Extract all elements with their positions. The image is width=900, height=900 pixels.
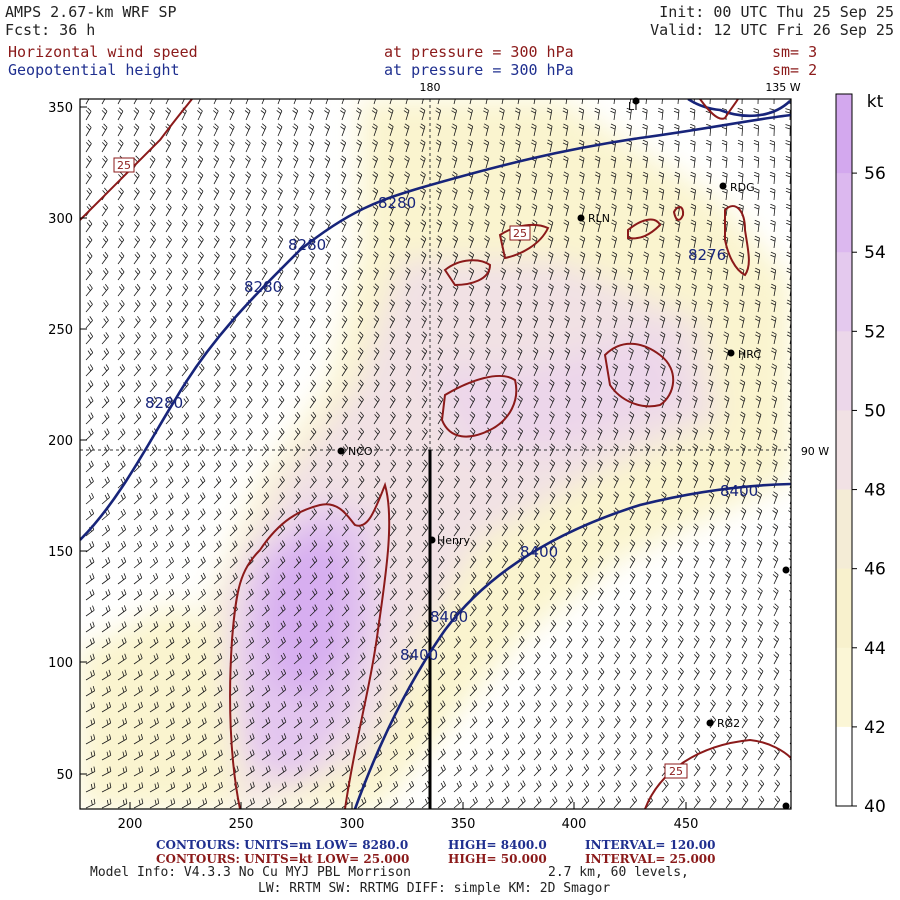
colorbar-tick-label: 54 — [864, 243, 886, 263]
graticule — [80, 99, 791, 451]
colorbar-swatch — [836, 252, 852, 332]
colorbar-swatch — [836, 410, 852, 491]
height-contour-labels: 8280 8280 8280 8280 8400 8400 8400 8400 … — [145, 194, 758, 664]
footer-contours1-high: HIGH= 8400.0 — [448, 838, 547, 852]
x-tick-label: 350 — [451, 817, 476, 832]
station-label: RLN — [588, 212, 610, 225]
footer-contours2: CONTOURS: UNITS=kt LOW= 25.000 — [156, 852, 410, 866]
x-tick-label: 250 — [229, 817, 254, 832]
field2-level: at pressure = 300 hPa — [384, 61, 574, 79]
footer-contours2-interval: INTERVAL= 25.000 — [585, 852, 716, 866]
colorbar-swatch — [836, 331, 852, 411]
contour-label: 8400 — [430, 608, 468, 626]
colorbar-unit: kt — [867, 92, 884, 112]
init-time: Init: 00 UTC Thu 25 Sep 25 — [659, 3, 894, 21]
station-label: Henry — [437, 534, 471, 547]
field2-smoothing: sm= 2 — [772, 61, 818, 79]
footer-contours1-interval: INTERVAL= 120.00 — [585, 838, 716, 852]
station-marker — [706, 719, 714, 727]
footer-contours2-high: HIGH= 50.000 — [448, 852, 547, 866]
station-marker — [632, 97, 640, 105]
model-title: AMPS 2.67-km WRF SP — [5, 3, 177, 21]
station-marker — [782, 566, 790, 574]
station-marker — [428, 536, 436, 544]
colorbar-tick-label: 50 — [864, 401, 886, 421]
station-marker — [577, 214, 585, 222]
colorbar-frame — [835, 93, 853, 807]
station-label: RDG — [730, 181, 755, 194]
contour-label: 8400 — [520, 543, 558, 561]
station-label: NCO — [348, 445, 373, 458]
station-marker — [337, 447, 345, 455]
contour-label: 25 — [117, 159, 131, 172]
x-tick-label: 450 — [674, 817, 699, 832]
colorbar-swatch — [836, 647, 852, 728]
y-tick-label: 150 — [48, 545, 73, 560]
station-label: LT — [628, 100, 640, 113]
colorbar-swatch — [836, 94, 852, 174]
contour-label: 25 — [669, 765, 683, 778]
axes: 200 250 300 350 400 450 350 300 250 200 150 100 50 — [48, 101, 698, 832]
height-contours — [80, 99, 791, 809]
y-tick-label: 50 — [56, 768, 73, 783]
field1-smoothing: sm= 3 — [772, 43, 818, 61]
station-marker — [719, 182, 727, 190]
speed-contour-labels: 25 25 25 — [113, 157, 688, 779]
stations: LT RDG RLN HRC NCO Henry RG2 — [337, 97, 790, 810]
meridian-label-180: 180 — [420, 81, 441, 94]
speed-contours — [80, 99, 791, 809]
colorbar-swatch — [836, 489, 852, 570]
field1-level: at pressure = 300 hPa — [384, 43, 574, 61]
meridian-label-135w: 135 W — [765, 81, 800, 94]
colorbar: 56 54 52 50 48 46 44 42 40 — [835, 93, 886, 817]
footer-contours1: CONTOURS: UNITS=m LOW= 8280.0 — [156, 838, 409, 852]
footer-grid-info: 2.7 km, 60 levels, — [548, 865, 689, 880]
colorbar-swatch — [836, 568, 852, 649]
contour-label: 8276 — [688, 246, 726, 264]
y-tick-label: 100 — [48, 656, 73, 671]
barb-field — [85, 99, 791, 809]
colorbar-tick-label: 42 — [864, 718, 886, 738]
y-tick-label: 250 — [48, 323, 73, 338]
forecast-hour: Fcst: 36 h — [5, 21, 96, 39]
field1-name: Horizontal wind speed — [8, 43, 198, 61]
valid-time: Valid: 12 UTC Fri 26 Sep 25 — [650, 21, 894, 39]
station-marker — [782, 802, 790, 810]
colorbar-tick-label: 52 — [864, 322, 886, 342]
colorbar-tick-label: 40 — [864, 797, 886, 817]
contour-label: 25 — [513, 227, 527, 240]
station-marker — [727, 349, 735, 357]
colorbar-swatch — [836, 726, 852, 807]
station-label: HRC — [738, 348, 761, 361]
contour-label: 8280 — [378, 194, 416, 212]
meridian-label-90w: 90 W — [801, 445, 829, 458]
colorbar-swatch — [836, 173, 852, 253]
colorbar-tick-label: 46 — [864, 560, 886, 580]
colorbar-tick-label: 44 — [864, 639, 886, 659]
y-tick-label: 350 — [48, 101, 73, 116]
colorbar-tick-label: 56 — [864, 164, 886, 184]
field2-name: Geopotential height — [8, 61, 180, 79]
contour-label: 8400 — [400, 646, 438, 664]
contour-label: 8280 — [145, 394, 183, 412]
plot-frame — [79, 98, 792, 810]
x-tick-label: 400 — [562, 817, 587, 832]
x-tick-label: 200 — [118, 817, 143, 832]
station-label: RG2 — [717, 717, 740, 730]
wind-barbs — [85, 99, 791, 809]
colorbar-tick-label: 48 — [864, 481, 886, 501]
y-tick-label: 200 — [48, 434, 73, 449]
wind-speed-shading — [80, 99, 791, 809]
contour-label: 8400 — [720, 482, 758, 500]
contour-label: 8280 — [244, 278, 282, 296]
footer-physics-info: LW: RRTM SW: RRTMG DIFF: simple KM: 2D S… — [258, 881, 611, 896]
y-tick-label: 300 — [48, 212, 73, 227]
contour-label: 8280 — [288, 236, 326, 254]
footer-model-info: Model Info: V4.3.3 No Cu MYJ PBL Morriso… — [90, 865, 411, 880]
x-tick-label: 300 — [340, 817, 365, 832]
